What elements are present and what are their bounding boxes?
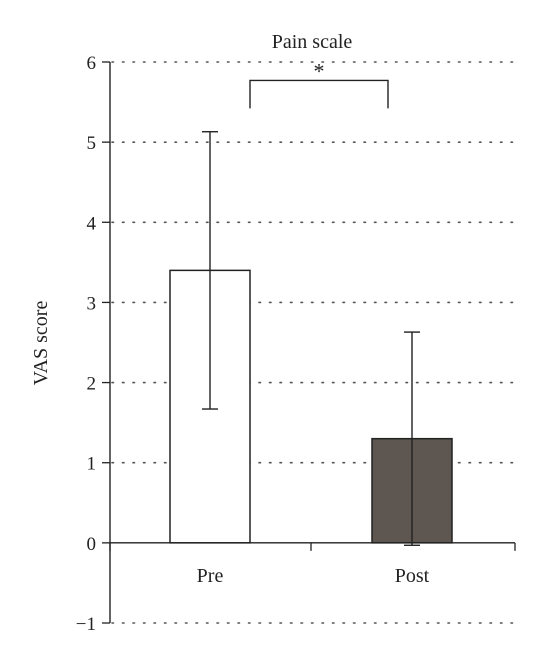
y-tick-label: 4 bbox=[87, 213, 97, 234]
tick-labels: −1 0 1 2 3 4 5 6 Pre Post bbox=[76, 53, 430, 635]
chart-title: Pain scale bbox=[272, 31, 353, 53]
y-tick-label: 1 bbox=[87, 454, 97, 475]
y-tick-label: 2 bbox=[87, 374, 97, 395]
significance-marker: * bbox=[249, 58, 389, 109]
y-tick-label: −1 bbox=[76, 614, 96, 635]
bars bbox=[169, 269, 453, 544]
y-tick-label: 3 bbox=[87, 293, 97, 314]
significance-bracket bbox=[249, 79, 389, 109]
y-axis-label: VAS score bbox=[30, 301, 52, 386]
y-tick-label: 0 bbox=[87, 534, 97, 555]
x-tick-label-post: Post bbox=[395, 565, 430, 587]
error-bars bbox=[202, 131, 420, 546]
y-tick-label: 6 bbox=[87, 53, 97, 74]
y-tick-label: 5 bbox=[87, 133, 97, 154]
x-tick-label-pre: Pre bbox=[197, 565, 224, 587]
axes bbox=[102, 61, 516, 624]
significance-label: * bbox=[314, 58, 325, 83]
